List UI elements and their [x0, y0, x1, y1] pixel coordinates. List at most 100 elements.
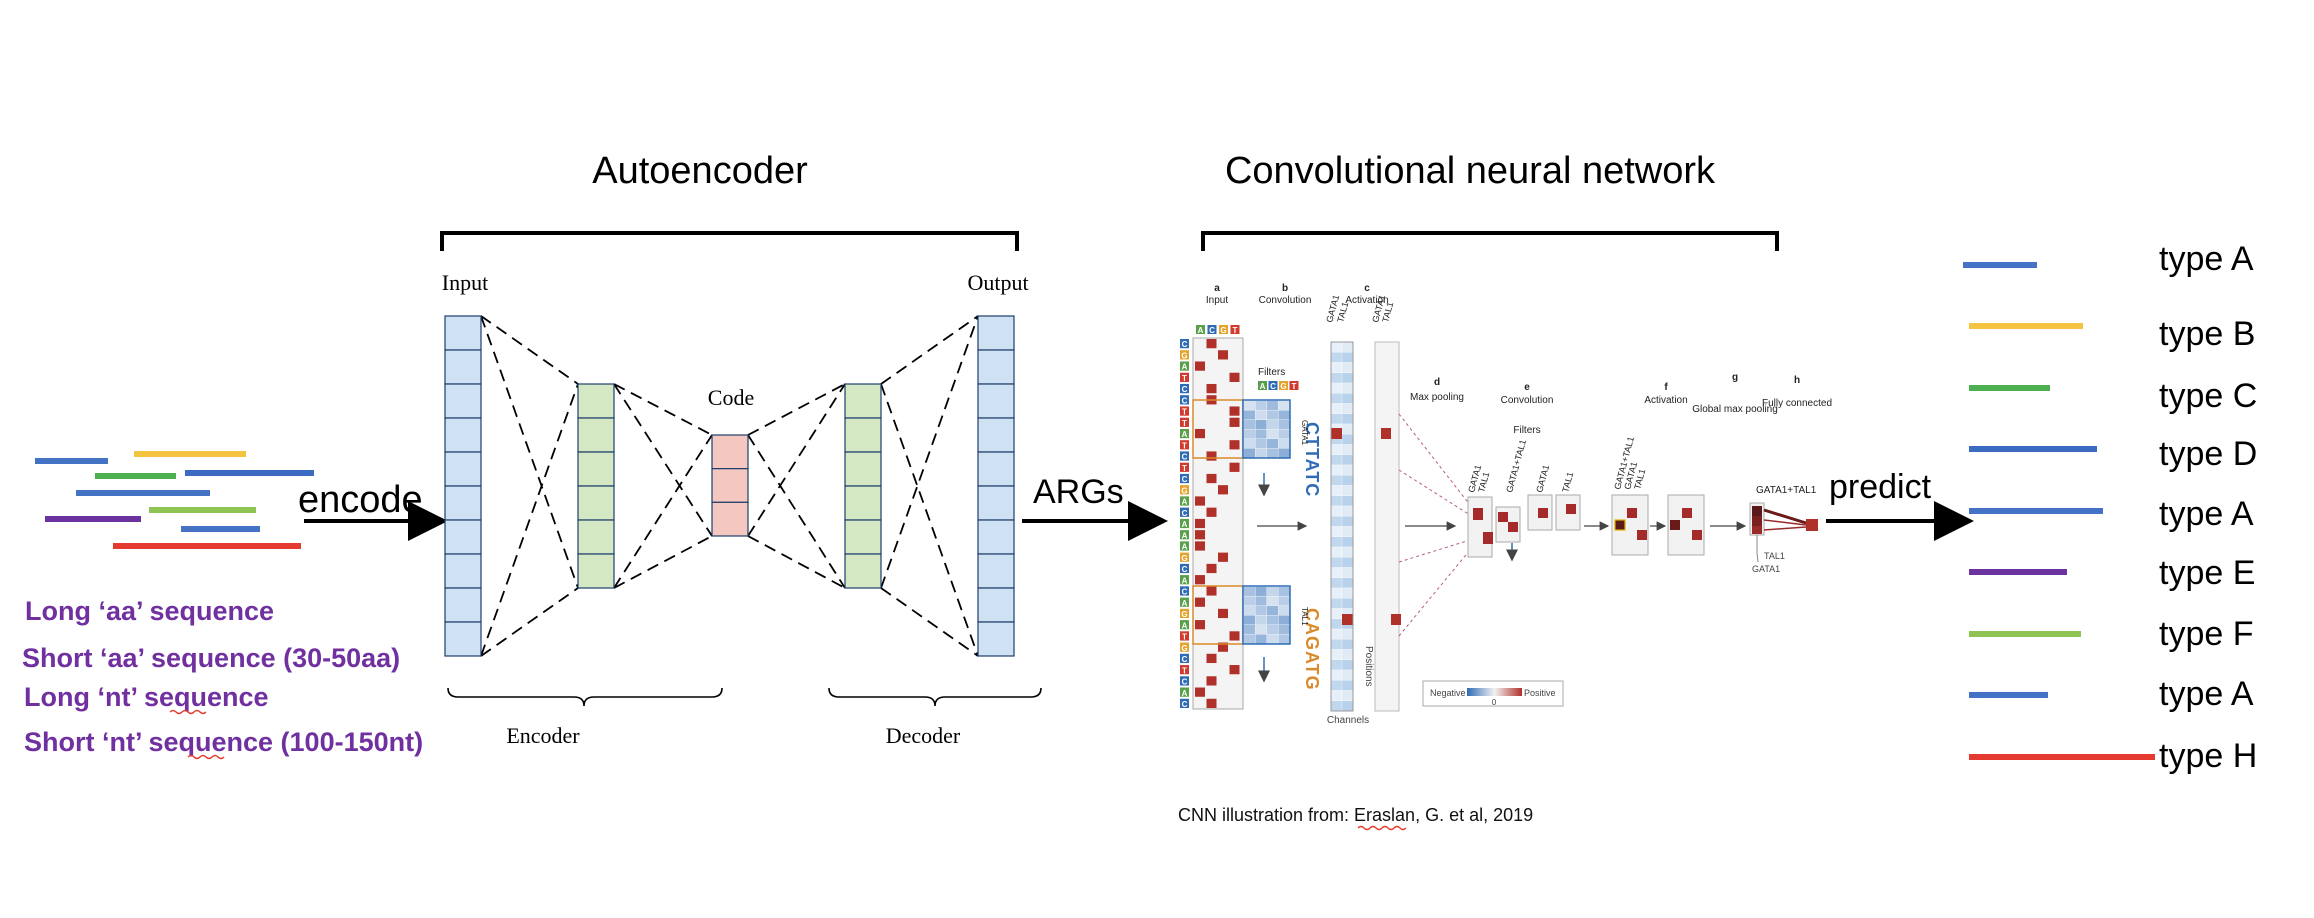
one-hot-cell	[1195, 541, 1205, 551]
nucleotide-box	[1180, 451, 1189, 461]
nucleotide-box	[1180, 608, 1189, 619]
conv-cell	[1330, 505, 1343, 517]
filter-weight	[1267, 448, 1278, 458]
layer-cell	[444, 485, 482, 521]
sequence-label: Long ‘aa’ sequence	[25, 596, 274, 626]
output-label: type A	[2159, 240, 2254, 278]
sequence-label: Short ‘nt’ sequence (100-150nt)	[24, 727, 423, 757]
nucleotide-letter: A	[1182, 621, 1188, 630]
header-box	[1196, 325, 1205, 334]
header-box	[1219, 325, 1228, 334]
filter-weight	[1278, 615, 1290, 625]
layer-cell	[444, 621, 482, 657]
nucleotide-letter: G	[1181, 644, 1187, 653]
filter-tal1-label: TAL1	[1300, 607, 1309, 626]
pooled-map	[1467, 496, 1493, 558]
conv-cell	[1341, 649, 1354, 660]
nucleotide-box	[1180, 383, 1189, 394]
filter-weight	[1278, 410, 1290, 420]
input-layer-label: Input	[442, 270, 488, 295]
output-label: type H	[2159, 737, 2257, 775]
filter-header-box	[1268, 381, 1278, 390]
predict-label: predict	[1829, 468, 1932, 506]
filters-label-2: Filters	[1513, 425, 1540, 436]
input-layer	[444, 315, 482, 657]
one-hot-cell	[1218, 608, 1228, 619]
layer-cell	[844, 383, 882, 419]
nucleotide-box	[1180, 339, 1189, 349]
filter-weight	[1267, 410, 1278, 420]
filter-weight	[1244, 420, 1255, 429]
filter-weight	[1278, 606, 1290, 615]
conv-cell	[1341, 516, 1354, 527]
connection-line	[480, 315, 579, 385]
channels-label: Channels	[1327, 715, 1369, 726]
panel-e-name: Convolution	[1501, 395, 1554, 406]
conv-cell	[1330, 413, 1343, 425]
conv-cell	[1341, 577, 1354, 589]
nucleotide-letter: A	[1182, 543, 1188, 552]
filter2-gata1-tal1: GATA1+TAL1	[1504, 438, 1528, 493]
cnn-illustration: a Input b Convolution c Activation d Max…	[1178, 283, 1832, 831]
conv-cell	[1330, 557, 1343, 568]
conv-cell	[1330, 690, 1343, 701]
sequence-label: Short ‘aa’ sequence (30-50aa)	[22, 643, 400, 673]
nucleotide-letter: G	[1181, 610, 1187, 619]
nucleotide-box	[1180, 395, 1189, 405]
conv-cell	[1341, 700, 1354, 712]
conv-cell	[1341, 341, 1354, 353]
conv-peak	[1331, 428, 1342, 439]
cnn-title: Convolutional neural network	[1225, 150, 1716, 192]
filters-label: Filters	[1258, 367, 1285, 378]
decoder-label: Decoder	[886, 723, 961, 748]
panel-f-name: Activation	[1644, 395, 1687, 406]
nucleotide-letter: C	[1182, 565, 1188, 574]
layer-cell	[444, 315, 482, 351]
panel-a-letter: a	[1214, 283, 1220, 294]
layer-cell	[977, 417, 1015, 453]
filter-weight	[1267, 606, 1278, 615]
layer-cell	[577, 519, 615, 555]
conv-cell	[1341, 680, 1354, 691]
nucleotide-box	[1180, 485, 1189, 495]
conv-cell	[1341, 485, 1354, 496]
filter-weight	[1255, 410, 1267, 420]
nucleotide-box	[1180, 507, 1189, 517]
conv-cell	[1341, 505, 1354, 517]
layer-cell	[844, 553, 882, 589]
one-hot-cell	[1195, 687, 1205, 697]
layer-cell	[444, 587, 482, 623]
conv-cell	[1341, 526, 1354, 537]
filter-weight	[1267, 625, 1278, 634]
layer-cell	[977, 383, 1015, 419]
layer-cell	[844, 451, 882, 487]
panel-c-name: Activation	[1345, 295, 1388, 306]
activation-cell	[1391, 614, 1401, 625]
connection-line	[880, 315, 979, 385]
conv-cell	[1341, 352, 1354, 363]
one-hot-cell	[1206, 383, 1217, 394]
one-hot-cell	[1229, 372, 1240, 382]
one-hot-cell	[1206, 473, 1217, 484]
filter-weight	[1278, 587, 1290, 596]
conv-cell	[1330, 680, 1343, 691]
fc-tal1: TAL1	[1764, 551, 1785, 561]
one-hot-cell	[1229, 417, 1240, 427]
connection-line	[880, 587, 979, 657]
conv-cell	[1330, 577, 1343, 589]
conv-cell	[1341, 598, 1354, 609]
nucleotide-box	[1180, 361, 1189, 371]
input-one-hot-cells	[1195, 339, 1240, 708]
output-label: type A	[2159, 495, 2254, 533]
layer-cell	[711, 501, 749, 537]
input-sequences	[35, 451, 314, 549]
connection-line	[880, 383, 979, 657]
nucleotide-letter: T	[1182, 408, 1187, 417]
conv-cell	[1341, 557, 1354, 568]
conv-cell	[1330, 536, 1343, 548]
panel-a-name: Input	[1206, 295, 1228, 306]
activation-cell	[1381, 428, 1391, 439]
code-layer	[711, 434, 749, 537]
nucleotide-box	[1180, 620, 1189, 630]
